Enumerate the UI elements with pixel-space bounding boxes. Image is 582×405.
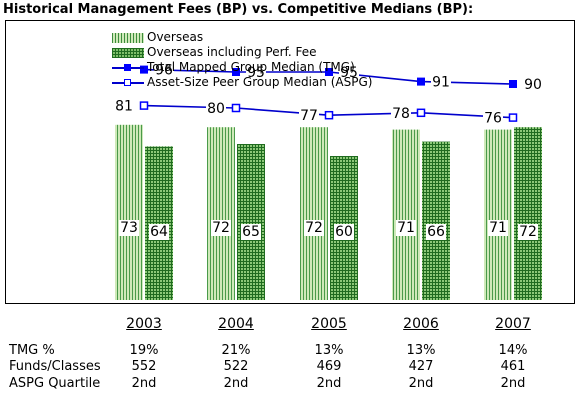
point-label-aspg: 81 (115, 99, 133, 115)
legend-item-overseas-perf: Overseas including Perf. Fee (112, 45, 372, 60)
table-cell: 2nd (316, 376, 342, 391)
point-label-aspg-bg (483, 110, 503, 127)
year-label: 2007 (495, 316, 531, 332)
table-cell: 522 (223, 359, 249, 374)
point-label-aspg: 76 (484, 111, 502, 127)
point-tmg (232, 68, 240, 76)
bar-overseas-perf (237, 144, 265, 300)
point-aspg (231, 103, 241, 113)
point-label-tmg-bg (154, 62, 174, 79)
point-tmg (509, 80, 517, 88)
bar-label-overseas-bg (304, 220, 324, 236)
bar-overseas (115, 124, 143, 300)
bar-overseas (300, 127, 328, 300)
table-cell: 469 (316, 359, 342, 374)
legend-label-overseas-perf: Overseas including Perf. Fee (147, 45, 317, 59)
year-label: 2005 (311, 316, 347, 332)
bar-label-overseas-bg (488, 220, 508, 236)
legend-item-overseas: Overseas (112, 30, 372, 45)
bar-label-overseas-perf: 64 (150, 224, 168, 240)
chart-panel (5, 20, 575, 304)
point-label-tmg-bg (246, 65, 266, 81)
bar-label-overseas: 71 (397, 220, 415, 236)
bar-overseas-perf (422, 141, 450, 300)
year-label: 2003 (126, 316, 162, 332)
table-cell: 2nd (408, 376, 434, 391)
point-label-aspg: 80 (207, 101, 225, 117)
bar-label-overseas-bg (211, 220, 231, 236)
point-aspg (416, 108, 426, 118)
point-label-aspg-bg (391, 105, 411, 122)
table-cell: 427 (408, 359, 434, 374)
legend-swatch-overseas (112, 32, 144, 43)
bar-label-overseas-perf: 72 (519, 224, 537, 240)
table-cell: 2nd (223, 376, 249, 391)
legend-item-tmg: Total Mapped Group Median (TMG) (112, 60, 372, 75)
bar-overseas-perf (145, 146, 173, 300)
table-cell: 552 (131, 359, 157, 374)
bar-label-overseas-perf-bg (334, 224, 354, 240)
bar-label-overseas-bg (119, 220, 139, 236)
legend-swatch-aspg (112, 78, 144, 88)
bar-label-overseas-bg (396, 220, 416, 236)
bar-label-overseas: 73 (120, 220, 138, 236)
table-cell: 13% (406, 343, 436, 358)
bar-overseas-perf (514, 127, 542, 300)
table-cell: 461 (500, 359, 526, 374)
bar-label-overseas: 71 (489, 220, 507, 236)
bar-label-overseas: 72 (212, 220, 230, 236)
table-cell: 2nd (500, 376, 526, 391)
point-label-tmg: 95 (340, 65, 358, 81)
point-tmg (325, 68, 333, 76)
legend-label-tmg: Total Mapped Group Median (TMG) (147, 60, 355, 74)
point-tmg (140, 65, 148, 74)
legend-swatch-tmg (112, 63, 144, 73)
point-label-aspg: 77 (300, 108, 318, 124)
bar-overseas (392, 129, 420, 300)
bar-label-overseas-perf-bg (241, 224, 261, 240)
table-cell: 13% (314, 343, 344, 358)
point-label-tmg-bg (339, 65, 359, 81)
table-cell: 14% (498, 343, 528, 358)
table-cell: 21% (221, 343, 251, 358)
point-label-aspg-bg (299, 108, 319, 125)
chart-title: Historical Management Fees (BP) vs. Comp… (3, 2, 474, 17)
bar-label-overseas-perf: 60 (335, 224, 353, 240)
point-tmg (417, 77, 425, 86)
point-label-tmg: 90 (524, 77, 542, 93)
legend-item-aspg: Asset-Size Peer Group Median (ASPG) (112, 75, 372, 90)
legend: Overseas Overseas including Perf. Fee To… (112, 30, 372, 90)
bar-label-overseas-perf-bg (518, 224, 538, 240)
point-aspg (139, 101, 149, 110)
point-label-tmg-bg (431, 74, 451, 91)
table-row-label: TMG % (9, 343, 55, 358)
point-label-aspg-bg (206, 101, 226, 117)
bar-label-overseas-perf-bg (149, 224, 169, 240)
bar-overseas (484, 129, 512, 300)
legend-label-aspg: Asset-Size Peer Group Median (ASPG) (147, 75, 373, 89)
point-label-tmg: 95 (247, 65, 265, 81)
point-label-aspg-bg (114, 98, 134, 115)
bar-label-overseas-perf: 66 (427, 224, 445, 240)
point-label-tmg: 91 (432, 75, 450, 91)
year-label: 2004 (218, 316, 254, 332)
bar-label-overseas: 72 (305, 220, 323, 236)
bar-label-overseas-perf-bg (426, 224, 446, 240)
point-label-aspg: 78 (392, 106, 410, 122)
bar-overseas (207, 127, 235, 300)
bar-label-overseas-perf: 65 (242, 224, 260, 240)
table-cell: 19% (129, 343, 159, 358)
table-row-label: ASPG Quartile (9, 376, 101, 391)
point-aspg (508, 113, 518, 122)
point-label-tmg-bg (523, 77, 543, 93)
point-label-tmg: 96 (155, 63, 173, 79)
table-cell: 2nd (131, 376, 157, 391)
table-row-label: Funds/Classes (9, 359, 101, 374)
year-label: 2006 (403, 316, 439, 332)
legend-label-overseas: Overseas (147, 30, 204, 44)
point-aspg (324, 110, 334, 120)
legend-swatch-overseas-perf (112, 47, 144, 58)
